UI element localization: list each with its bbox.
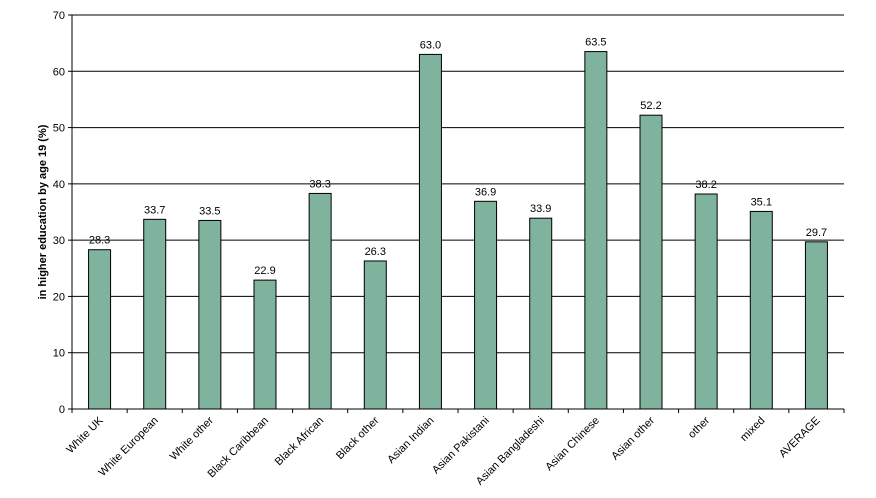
x-category-label: AVERAGE bbox=[777, 415, 823, 461]
axes bbox=[71, 15, 845, 413]
x-category-label: White European bbox=[97, 415, 161, 479]
x-category-label: Asian other bbox=[609, 414, 657, 462]
x-category-label: White other bbox=[168, 414, 216, 462]
data-label: 38.3 bbox=[309, 178, 330, 190]
bar bbox=[308, 192, 332, 410]
data-label: 26.3 bbox=[365, 246, 386, 258]
bar bbox=[694, 193, 718, 410]
x-category-label: Asian Chinese bbox=[543, 415, 602, 474]
x-category-label: other bbox=[686, 414, 712, 440]
data-label: 33.7 bbox=[144, 204, 165, 216]
x-category-label: Black other bbox=[334, 414, 382, 462]
y-tick-label: 0 bbox=[59, 404, 65, 416]
bar bbox=[639, 114, 663, 410]
bar bbox=[253, 279, 277, 410]
y-tick-label: 40 bbox=[53, 179, 65, 191]
data-label: 33.5 bbox=[199, 205, 220, 217]
bar bbox=[584, 51, 608, 410]
x-category-label: Black Caribbean bbox=[206, 415, 272, 481]
bars bbox=[88, 51, 828, 410]
y-tick-label: 10 bbox=[53, 348, 65, 360]
bar bbox=[529, 217, 553, 410]
bar bbox=[88, 249, 112, 410]
x-category-label: Black African bbox=[273, 415, 326, 468]
y-tick-label: 30 bbox=[53, 235, 65, 247]
data-label: 38.2 bbox=[695, 179, 716, 191]
x-category-label: mixed bbox=[738, 415, 767, 444]
data-label: 63.0 bbox=[420, 39, 441, 51]
bar bbox=[749, 210, 773, 410]
y-tick-label: 20 bbox=[53, 291, 65, 303]
y-tick-label: 70 bbox=[53, 10, 65, 22]
bar bbox=[474, 200, 498, 410]
y-tick-label: 50 bbox=[53, 123, 65, 135]
data-labels: 28.3 33.7 33.5 22.9 38.3 26.3 63.0 36.9 33.9 63.5… bbox=[89, 37, 827, 278]
bar bbox=[363, 260, 387, 410]
data-label: 22.9 bbox=[254, 265, 275, 277]
y-tick-label: 60 bbox=[53, 66, 65, 78]
bar bbox=[143, 218, 167, 410]
data-label: 29.7 bbox=[806, 227, 827, 239]
x-category-label: Asian Pakistani bbox=[430, 415, 492, 477]
data-label: 35.1 bbox=[751, 196, 772, 208]
gridlines bbox=[72, 14, 844, 354]
bar bbox=[804, 241, 828, 410]
bar bbox=[418, 53, 442, 410]
data-label: 33.9 bbox=[530, 203, 551, 215]
data-label: 28.3 bbox=[89, 235, 110, 247]
x-category-label: White UK bbox=[64, 414, 106, 456]
y-axis-ticks: 0 10 20 30 40 50 60 70 bbox=[53, 10, 72, 416]
bar bbox=[198, 219, 222, 410]
data-label: 63.5 bbox=[585, 37, 606, 49]
data-label: 36.9 bbox=[475, 186, 496, 198]
x-category-label: Asian Indian bbox=[385, 415, 436, 466]
data-label: 52.2 bbox=[640, 100, 661, 112]
y-axis-title: in higher education by age 19 (%) bbox=[37, 124, 49, 299]
